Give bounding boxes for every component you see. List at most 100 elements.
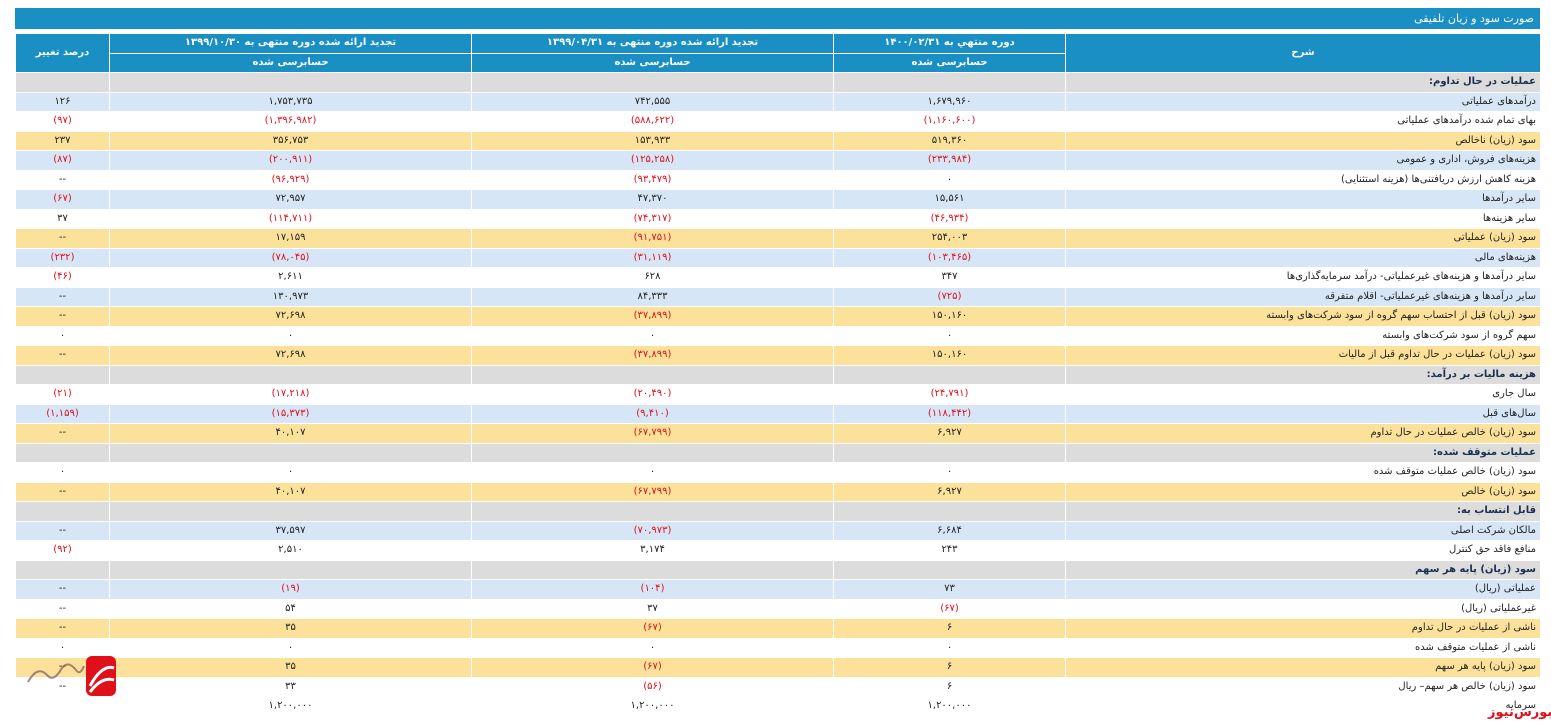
value-1400: ۶ <box>833 618 1066 639</box>
row-label: هزینه‌های فروش، اداری و عمومی <box>1065 150 1541 171</box>
header-period-1399-04: تجدید ارائه شده دوره منتهی به ۱۳۹۹/۰۴/۳۱ <box>471 33 834 54</box>
value-change <box>15 442 110 463</box>
value-1399-04: ۱۵۳,۹۳۳ <box>471 130 834 151</box>
value-change: (۲۳۲) <box>15 247 110 268</box>
value-1399-10: ۴۰,۱۰۷ <box>109 481 472 502</box>
row-label: سرمایه <box>1065 696 1541 717</box>
value-1399-10 <box>109 442 472 463</box>
table-row: سال‌های قبل (۱۱۸,۴۴۲) (۹,۴۱۰) (۱۵,۳۷۳) (۱,۱۵… <box>15 403 1541 424</box>
value-1400: ۶ <box>833 657 1066 678</box>
table-row: سود (زیان) ناخالص ۵۱۹,۳۶۰ ۱۵۳,۹۳۳ ۳۵۶,۷۵۳ ۲۳… <box>15 130 1541 151</box>
value-1399-04: (۶۷,۷۹۹) <box>471 423 834 444</box>
value-1399-04: ۶۲۸ <box>471 267 834 288</box>
value-1399-10: (۱۱۴,۷۱۱) <box>109 208 472 229</box>
value-1399-04: (۶۷) <box>471 618 834 639</box>
value-1399-10: ۳۷,۵۹۷ <box>109 520 472 541</box>
row-label: سایر درآمدها <box>1065 189 1541 210</box>
table-row: بهای تمام شده درآمدهای عملیاتی (۱,۱۶۰,۶۰۰… <box>15 111 1541 132</box>
value-1399-10 <box>109 501 472 522</box>
row-label: سایر درآمدها و هزینه‌های غیرعملیاتی- اقل… <box>1065 286 1541 307</box>
section-heading: قابل انتساب به: <box>1065 501 1541 522</box>
header-period-1399-10: تجدید ارائه شده دوره منتهی به ۱۳۹۹/۱۰/۳۰ <box>109 33 472 54</box>
value-1400: ۱۵,۵۶۱ <box>833 189 1066 210</box>
row-label: سود (زیان) خالص عملیات در حال تداوم <box>1065 423 1541 444</box>
row-label: هزینه‌های مالی <box>1065 247 1541 268</box>
value-change: -- <box>15 423 110 444</box>
header-period-1400: دوره منتهي به ۱۴۰۰/۰۲/۳۱ <box>833 33 1066 54</box>
row-label: مالکان شرکت اصلی <box>1065 520 1541 541</box>
row-label: سال جاری <box>1065 384 1541 405</box>
value-change: -- <box>15 286 110 307</box>
value-change: -- <box>15 345 110 366</box>
section-heading: سود (زیان) پایه هر سهم <box>1065 559 1541 580</box>
value-1400: ۱۵۰,۱۶۰ <box>833 306 1066 327</box>
table-row: هزینه‌های فروش، اداری و عمومی (۲۳۳,۹۸۴) (۱… <box>15 150 1541 171</box>
value-1400: (۱۱۸,۴۴۲) <box>833 403 1066 424</box>
table-row: سایر درآمدها ۱۵,۵۶۱ ۴۷,۳۷۰ ۷۲,۹۵۷ (۶۷) <box>15 189 1541 210</box>
row-label: سود (زیان) خالص <box>1065 481 1541 502</box>
table-row: سود (زیان) خالص عملیات در حال تداوم ۶,۹۲۷… <box>15 423 1541 444</box>
value-1400: ۰ <box>833 325 1066 346</box>
row-label: هزینه کاهش ارزش دریافتنی‌ها (هزینه استثن… <box>1065 169 1541 190</box>
value-1399-10: ۱۷,۱۵۹ <box>109 228 472 249</box>
value-change: ۰ <box>15 325 110 346</box>
table-row: سهم گروه از سود شرکت‌های وابسته ۰ ۰ ۰ ۰ <box>15 325 1541 346</box>
section-row: عملیات در حال تداوم: <box>15 72 1541 93</box>
value-1399-04: (۵۸۸,۶۲۲) <box>471 111 834 132</box>
value-1400 <box>833 501 1066 522</box>
table-row: سود (زیان) خالص عملیات متوقف شده ۰ ۰ ۰ ۰ <box>15 462 1541 483</box>
value-1400: ۳۴۷ <box>833 267 1066 288</box>
value-1400: ۰ <box>833 637 1066 658</box>
row-label: سود (زیان) عملیات در حال تداوم قبل از ما… <box>1065 345 1541 366</box>
value-1399-04: (۵۶) <box>471 676 834 697</box>
value-1399-10: (۱۵,۳۷۳) <box>109 403 472 424</box>
row-label: سود (زیان) خالص عملیات متوقف شده <box>1065 462 1541 483</box>
value-1399-10: ۷۲,۶۹۸ <box>109 306 472 327</box>
value-1399-04 <box>471 442 834 463</box>
value-1400: (۲۴,۷۹۱) <box>833 384 1066 405</box>
value-change <box>15 364 110 385</box>
value-1399-10: ۱,۲۰۰,۰۰۰ <box>109 696 472 717</box>
value-change <box>15 72 110 93</box>
value-1400: (۲۳۳,۹۸۴) <box>833 150 1066 171</box>
value-1399-10 <box>109 559 472 580</box>
value-change: ۲۳۷ <box>15 130 110 151</box>
section-heading: عملیات متوقف شده: <box>1065 442 1541 463</box>
value-1400: (۱,۱۶۰,۶۰۰) <box>833 111 1066 132</box>
value-change: (۸۷) <box>15 150 110 171</box>
value-1399-04: (۲۰,۴۹۰) <box>471 384 834 405</box>
value-1399-10: ۴۰,۱۰۷ <box>109 423 472 444</box>
table-body: عملیات در حال تداوم: درآمدهای عملیاتی ۱,۶۷… <box>15 72 1541 717</box>
value-change: -- <box>15 598 110 619</box>
value-change: ۱۲۶ <box>15 91 110 112</box>
table-row: سایر درآمدها و هزینه‌های غیرعملیاتی- اقل… <box>15 286 1541 307</box>
value-change: (۱,۱۵۹) <box>15 403 110 424</box>
section-row: عملیات متوقف شده: <box>15 442 1541 463</box>
table-row: سود (زیان) پایه هر سهم ۶ (۶۷) ۳۵ -- <box>15 657 1541 678</box>
value-1399-04: ۳۷ <box>471 598 834 619</box>
value-1399-04: (۱۰۴) <box>471 579 834 600</box>
value-change: ۳۷ <box>15 208 110 229</box>
row-label: سال‌های قبل <box>1065 403 1541 424</box>
value-change <box>15 501 110 522</box>
value-1400: ۲۵۴,۰۰۳ <box>833 228 1066 249</box>
value-1399-04: ۰ <box>471 462 834 483</box>
value-1399-10: ۳۳ <box>109 676 472 697</box>
audit-status-1: حسابرسی شده <box>833 52 1066 73</box>
table-row: سود (زیان) خالص ۶,۹۲۷ (۶۷,۷۹۹) ۴۰,۱۰۷ -- <box>15 481 1541 502</box>
report-title: صورت سود و زیان تلفیقی <box>1414 12 1534 25</box>
table-row: ناشی از عملیات در حال تداوم ۶ (۶۷) ۳۵ -- <box>15 618 1541 639</box>
row-label: ناشی از عملیات در حال تداوم <box>1065 618 1541 639</box>
value-1399-10: ۵۴ <box>109 598 472 619</box>
value-1399-04: ۳,۱۷۴ <box>471 540 834 561</box>
value-1400: (۶۷) <box>833 598 1066 619</box>
value-1399-10: (۹۶,۹۲۹) <box>109 169 472 190</box>
table-row: درآمدهای عملیاتی ۱,۶۷۹,۹۶۰ ۷۴۲,۵۵۵ ۱,۷۵۳,۷۳… <box>15 91 1541 112</box>
value-1400: ۲۴۳ <box>833 540 1066 561</box>
value-1399-04: (۳۷,۸۹۹) <box>471 345 834 366</box>
value-change: ۰ <box>15 462 110 483</box>
value-1399-04: (۱۲۵,۲۵۸) <box>471 150 834 171</box>
value-1399-04: (۹۳,۴۷۹) <box>471 169 834 190</box>
value-1399-10: ۳۵۶,۷۵۳ <box>109 130 472 151</box>
table-row: عملیاتی (ریال) ۷۳ (۱۰۴) (۱۹) -- <box>15 579 1541 600</box>
